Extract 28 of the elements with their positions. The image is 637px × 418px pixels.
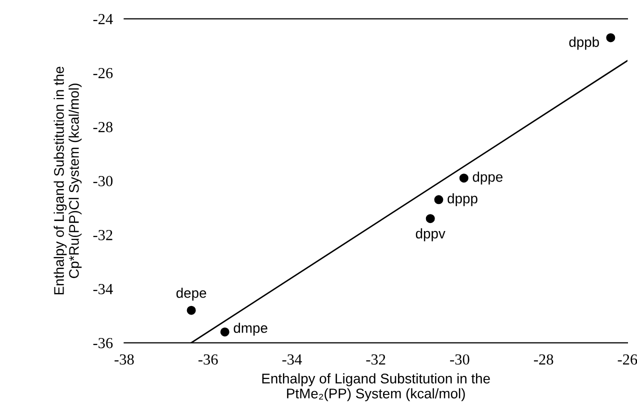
annotation: dppp (448, 193, 478, 206)
annotation: dppb (569, 36, 599, 50)
x-tick-label: -36 (198, 354, 218, 365)
annotation: dppe (472, 172, 503, 185)
y-tick-label: -34 (93, 284, 113, 294)
x-axis-title: Enthalpy of Ligand Substitution in the PtMe₂(PP) System (kcal/mol) (262, 373, 490, 402)
point (220, 327, 230, 336)
x-tick-label: -32 (366, 354, 386, 365)
x-tick-label: -30 (450, 354, 470, 365)
x-tick-label: -34 (282, 354, 302, 365)
point (186, 306, 196, 315)
annotation: dppv (416, 228, 446, 242)
y-tick-label: -28 (93, 122, 113, 132)
annotation: dmpe (234, 322, 268, 336)
point (434, 195, 444, 204)
x-tick-label: -28 (534, 354, 554, 365)
point (426, 214, 435, 224)
y-tick-label: -26 (93, 68, 113, 78)
annotation: depe (176, 288, 206, 301)
y-tick-label: -32 (93, 230, 112, 240)
point (606, 33, 616, 42)
y-tick-label: -36 (93, 338, 113, 348)
y-tick-label: -30 (93, 176, 113, 186)
x-tick-label: -26 (618, 354, 637, 365)
x-tick-label: -38 (114, 354, 134, 365)
point (459, 174, 468, 183)
y-axis-title: Enthalpy of Ligand Substitution in the Cp*Ru(PP)Cl System (kcal/mol) (54, 66, 82, 294)
y-tick-label: -24 (93, 14, 113, 24)
